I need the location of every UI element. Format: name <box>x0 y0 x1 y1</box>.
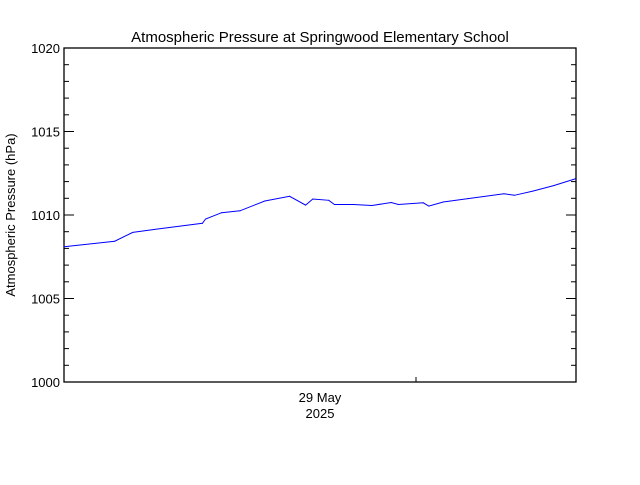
data-point <box>422 202 424 204</box>
x-tick-label-day: 29 May <box>299 390 342 405</box>
data-point <box>574 178 576 180</box>
data-point <box>442 201 444 203</box>
y-tick-label: 1015 <box>31 125 60 140</box>
data-point <box>513 194 515 196</box>
data-point <box>328 199 330 201</box>
data-point <box>353 203 355 205</box>
data-point <box>114 240 116 242</box>
x-axis: 29 May 2025 <box>299 377 417 421</box>
data-point <box>205 218 207 220</box>
y-tick-label: 1005 <box>31 292 60 307</box>
y-axis: 1000 1005 1010 1015 1020 <box>31 41 576 390</box>
chart-title: Atmospheric Pressure at Springwood Eleme… <box>131 29 509 46</box>
y-tick-label: 1020 <box>31 41 60 56</box>
data-point <box>397 203 399 205</box>
data-point <box>132 231 134 233</box>
data-point <box>201 222 203 224</box>
y-tick-label: 1010 <box>31 208 60 223</box>
y-axis-label: Atmospheric Pressure (hPa) <box>3 133 18 296</box>
data-point <box>63 246 65 248</box>
data-point <box>371 204 373 206</box>
data-point <box>467 198 469 200</box>
data-point <box>532 190 534 192</box>
data-point <box>333 203 335 205</box>
data-point <box>305 204 307 206</box>
data-point <box>221 212 223 214</box>
data-point <box>239 210 241 212</box>
data-point <box>428 205 430 207</box>
data-point <box>503 193 505 195</box>
data-point <box>289 195 291 197</box>
data-point <box>553 185 555 187</box>
data-points <box>63 178 576 248</box>
data-point <box>264 200 266 202</box>
x-tick-label-year: 2025 <box>306 406 335 421</box>
y-tick-label: 1000 <box>31 375 60 390</box>
pressure-series-line <box>63 178 576 248</box>
data-point <box>312 198 314 200</box>
data-point <box>157 228 159 230</box>
plot-frame <box>63 47 577 383</box>
data-point <box>390 201 392 203</box>
